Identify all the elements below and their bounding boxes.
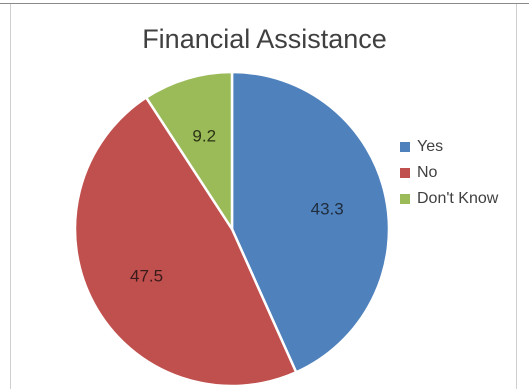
data-label-dont-know: 9.2 — [192, 127, 216, 146]
top-border — [0, 3, 529, 4]
legend-item-yes: Yes — [400, 134, 498, 160]
legend-swatch-yes — [400, 142, 410, 152]
chart-title: Financial Assistance — [142, 24, 387, 54]
legend: Yes No Don't Know — [400, 134, 498, 212]
right-border — [516, 4, 517, 389]
legend-label-dont-know: Don't Know — [417, 190, 499, 207]
legend-label-yes: Yes — [417, 138, 444, 155]
pie-slice-dont-know — [144, 70, 234, 234]
pie-slice-no — [73, 95, 298, 388]
legend-swatch-no — [400, 168, 410, 178]
data-label-no: 47.5 — [130, 267, 163, 286]
data-label-yes: 43.3 — [311, 200, 344, 219]
legend-item-no: No — [400, 160, 498, 186]
legend-item-dont-know: Don't Know — [400, 186, 498, 212]
left-border — [10, 4, 11, 389]
legend-label-no: No — [417, 164, 438, 181]
pie-slice-yes — [230, 70, 391, 374]
legend-swatch-dont-know — [400, 194, 410, 204]
